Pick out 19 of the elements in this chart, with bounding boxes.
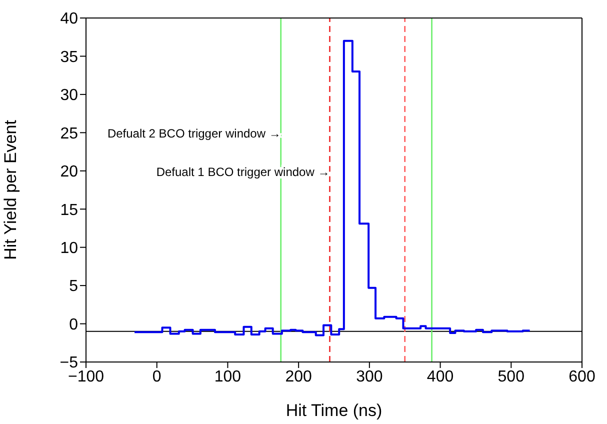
y-tick-label: 35 [60,48,78,66]
y-tick-label: 5 [69,278,78,296]
x-axis-title: Hit Time (ns) [286,401,382,420]
y-tick-label: 15 [60,202,78,219]
x-tick-label: 200 [285,368,312,386]
y-tick-label: 30 [60,87,78,104]
y-tick-label: 10 [60,240,78,258]
annotation: Defualt 2 BCO trigger window → [107,126,281,141]
x-tick-label: 500 [498,368,525,386]
y-axis-title: Hit Yield per Event [1,120,20,260]
x-tick-label: 400 [426,368,454,386]
y-tick-label: 0 [69,316,78,334]
x-tick-label: 300 [356,368,383,386]
x-tick-label: 600 [568,368,596,386]
x-tick-label: 100 [214,368,242,386]
y-tick-label: 25 [60,125,78,142]
y-tick-label: 40 [60,10,78,28]
y-tick-label: 20 [60,164,78,181]
x-tick-label: 0 [152,368,162,386]
